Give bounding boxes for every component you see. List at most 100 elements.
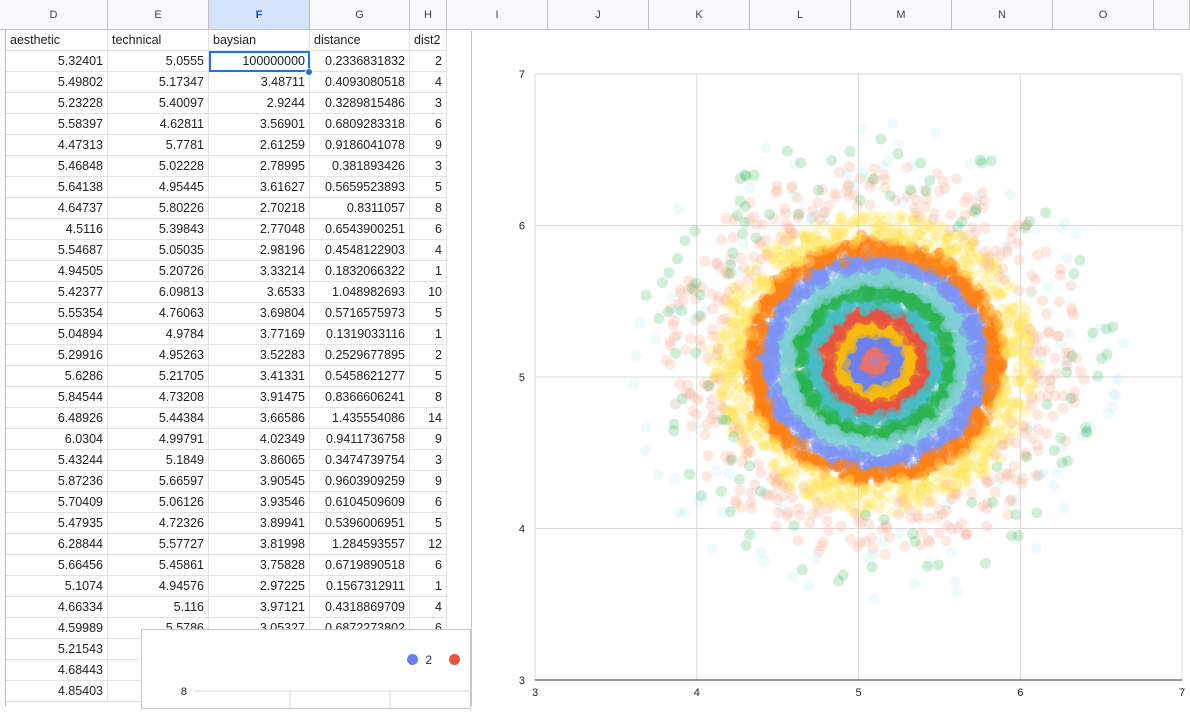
table-cell[interactable]: 0.2529677895 xyxy=(310,345,410,366)
table-cell[interactable]: 6 xyxy=(410,219,447,240)
table-cell[interactable]: 5.43244 xyxy=(6,450,108,471)
table-cell[interactable]: 4.64737 xyxy=(6,198,108,219)
column-header-D[interactable]: D xyxy=(0,0,108,30)
table-cell[interactable]: 0.6719890518 xyxy=(310,555,410,576)
table-cell[interactable]: 2 xyxy=(410,51,447,72)
table-cell[interactable]: 5.0555 xyxy=(108,51,209,72)
table-cell[interactable]: 3.91475 xyxy=(209,387,310,408)
table-cell[interactable]: 5.6286 xyxy=(6,366,108,387)
table-cell[interactable]: 2 xyxy=(410,345,447,366)
header-cell-distance[interactable]: distance xyxy=(310,30,410,51)
table-cell[interactable]: 4.95445 xyxy=(108,177,209,198)
table-cell[interactable]: 3.86065 xyxy=(209,450,310,471)
table-cell[interactable]: 4.95263 xyxy=(108,345,209,366)
table-cell[interactable]: 3 xyxy=(410,450,447,471)
header-cell-baysian[interactable]: baysian xyxy=(209,30,310,51)
table-cell[interactable]: 4.94505 xyxy=(6,261,108,282)
table-cell[interactable]: 6 xyxy=(410,492,447,513)
header-cell-technical[interactable]: technical xyxy=(108,30,209,51)
table-cell[interactable]: 4.73208 xyxy=(108,387,209,408)
table-cell[interactable]: 3.89941 xyxy=(209,513,310,534)
table-cell[interactable]: 1 xyxy=(410,261,447,282)
table-cell[interactable]: 5.44384 xyxy=(108,408,209,429)
table-cell[interactable]: 6.0304 xyxy=(6,429,108,450)
table-cell[interactable]: 5.46848 xyxy=(6,156,108,177)
table-cell[interactable]: 0.1567312911 xyxy=(310,576,410,597)
table-cell[interactable]: 5.55354 xyxy=(6,303,108,324)
selected-cell-F2[interactable] xyxy=(209,51,310,72)
table-cell[interactable]: 0.9186041078 xyxy=(310,135,410,156)
table-cell[interactable]: 5.32401 xyxy=(6,51,108,72)
table-cell[interactable]: 4 xyxy=(410,597,447,618)
table-cell[interactable]: 5.21705 xyxy=(108,366,209,387)
table-cell[interactable]: 3.81998 xyxy=(209,534,310,555)
table-cell[interactable]: 5.45861 xyxy=(108,555,209,576)
table-cell[interactable]: 0.6543900251 xyxy=(310,219,410,240)
table-cell[interactable]: 4 xyxy=(410,240,447,261)
table-cell[interactable]: 5.39843 xyxy=(108,219,209,240)
table-cell[interactable]: 9 xyxy=(410,135,447,156)
table-cell[interactable]: 2.61259 xyxy=(209,135,310,156)
table-cell[interactable]: 0.6809283318 xyxy=(310,114,410,135)
table-cell[interactable]: 6.09813 xyxy=(108,282,209,303)
table-cell[interactable]: 4.5116 xyxy=(6,219,108,240)
table-cell[interactable]: 0.5659523893 xyxy=(310,177,410,198)
table-cell[interactable]: 14 xyxy=(410,408,447,429)
table-cell[interactable]: 5.84544 xyxy=(6,387,108,408)
table-cell[interactable]: 0.4093080518 xyxy=(310,72,410,93)
table-cell[interactable]: 3.52283 xyxy=(209,345,310,366)
table-cell[interactable]: 4.59989 xyxy=(6,618,108,639)
table-cell[interactable]: 0.5396006951 xyxy=(310,513,410,534)
table-cell[interactable]: 1.048982693 xyxy=(310,282,410,303)
table-cell[interactable]: 5.21543 xyxy=(6,639,108,660)
table-cell[interactable]: 0.3474739754 xyxy=(310,450,410,471)
table-cell[interactable]: 0.9411736758 xyxy=(310,429,410,450)
table-cell[interactable]: 1 xyxy=(410,324,447,345)
table-cell[interactable]: 0.9603909259 xyxy=(310,471,410,492)
table-cell[interactable]: 0.5458621277 xyxy=(310,366,410,387)
table-cell[interactable]: 8 xyxy=(410,198,447,219)
table-cell[interactable]: 3.77169 xyxy=(209,324,310,345)
table-cell[interactable]: 3.66586 xyxy=(209,408,310,429)
table-cell[interactable]: 5.116 xyxy=(108,597,209,618)
table-cell[interactable]: 6 xyxy=(410,114,447,135)
table-cell[interactable]: 4.94576 xyxy=(108,576,209,597)
table-cell[interactable]: 0.1832066322 xyxy=(310,261,410,282)
table-cell[interactable]: 5.66597 xyxy=(108,471,209,492)
table-cell[interactable]: 3.33214 xyxy=(209,261,310,282)
table-cell[interactable]: 0.8311057 xyxy=(310,198,410,219)
table-cell[interactable]: 3 xyxy=(410,93,447,114)
table-cell[interactable]: 5 xyxy=(410,366,447,387)
table-cell[interactable]: 3.48711 xyxy=(209,72,310,93)
table-cell[interactable]: 5.57727 xyxy=(108,534,209,555)
table-cell[interactable]: 3 xyxy=(410,156,447,177)
table-cell[interactable]: 3.6533 xyxy=(209,282,310,303)
table-cell[interactable]: 3.97121 xyxy=(209,597,310,618)
table-cell[interactable]: 0.5716575973 xyxy=(310,303,410,324)
table-cell[interactable]: 4.47313 xyxy=(6,135,108,156)
column-header-E[interactable]: E xyxy=(108,0,209,30)
table-cell[interactable]: 5.70409 xyxy=(6,492,108,513)
header-cell-aesthetic[interactable]: aesthetic xyxy=(6,30,108,51)
table-cell[interactable]: 5.7781 xyxy=(108,135,209,156)
table-cell[interactable]: 5.80226 xyxy=(108,198,209,219)
table-cell[interactable]: 2.77048 xyxy=(209,219,310,240)
table-cell[interactable]: 4.68443 xyxy=(6,660,108,681)
table-cell[interactable]: 5.05035 xyxy=(108,240,209,261)
table-cell[interactable]: 0.1319033116 xyxy=(310,324,410,345)
table-cell[interactable]: 3.69804 xyxy=(209,303,310,324)
column-header-L[interactable]: L xyxy=(750,0,851,30)
table-cell[interactable]: 0.4548122903 xyxy=(310,240,410,261)
table-cell[interactable]: 4.66334 xyxy=(6,597,108,618)
table-cell[interactable]: 3.41331 xyxy=(209,366,310,387)
table-cell[interactable]: 4.9784 xyxy=(108,324,209,345)
table-cell[interactable]: 0.3289815486 xyxy=(310,93,410,114)
table-cell[interactable]: 5.58397 xyxy=(6,114,108,135)
table-cell[interactable]: 6.48926 xyxy=(6,408,108,429)
table-cell[interactable]: 5.1074 xyxy=(6,576,108,597)
table-cell[interactable]: 4 xyxy=(410,72,447,93)
table-cell[interactable]: 5 xyxy=(410,513,447,534)
table-cell[interactable]: 0.381893426 xyxy=(310,156,410,177)
header-cell-dist2[interactable]: dist2 xyxy=(410,30,447,51)
